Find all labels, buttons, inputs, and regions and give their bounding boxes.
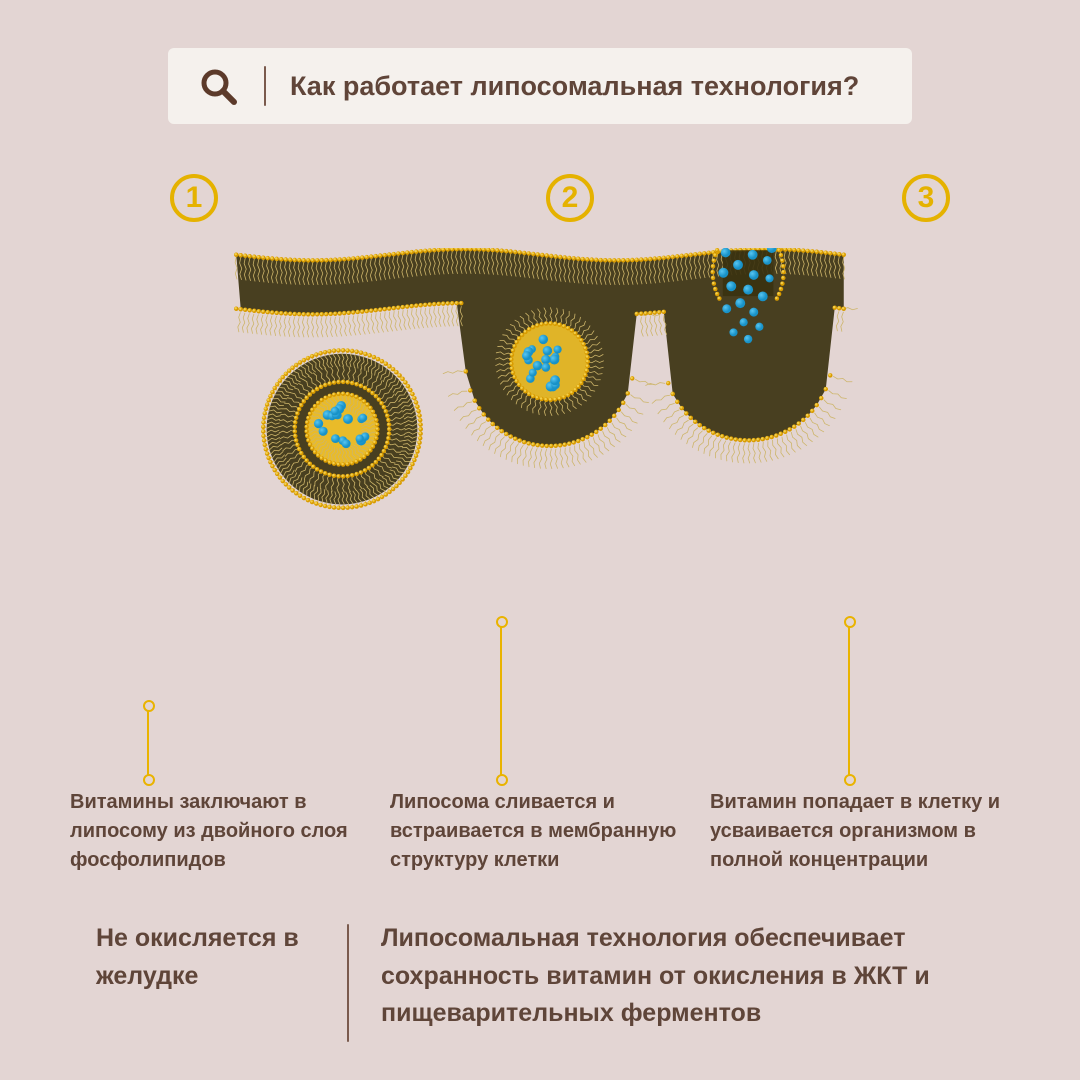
caption-1: Витамины заключают в липосому из двойног… xyxy=(70,788,370,875)
step-number: 1 xyxy=(186,181,203,215)
step-badge-2: 2 xyxy=(546,174,594,222)
step-badge-1: 1 xyxy=(170,174,218,222)
search-bar: Как работает липосомальная технология? xyxy=(168,48,912,124)
step-number: 2 xyxy=(562,181,579,215)
step-number: 3 xyxy=(918,181,935,215)
caption-2: Липосома сливается и встраивается в мемб… xyxy=(390,788,690,875)
leader-1 xyxy=(147,710,149,776)
captions-row: Витамины заключают в липосому из двойног… xyxy=(0,788,1080,875)
footer-divider xyxy=(347,924,349,1042)
footer-left: Не окисляется в желудке xyxy=(96,920,331,995)
search-divider xyxy=(264,66,266,106)
footer-right: Липосомальная технология обеспечивает со… xyxy=(381,920,1000,1033)
leader-2 xyxy=(500,626,502,776)
leader-3 xyxy=(848,626,850,776)
footer: Не окисляется в желудке Липосомальная те… xyxy=(0,920,1080,1042)
caption-3: Витамин попадает в клетку и усваивается … xyxy=(710,788,1010,875)
search-text: Как работает липосомальная технология? xyxy=(290,71,859,102)
search-icon xyxy=(196,64,240,108)
liposome-diagram xyxy=(0,248,1080,608)
step-badge-3: 3 xyxy=(902,174,950,222)
